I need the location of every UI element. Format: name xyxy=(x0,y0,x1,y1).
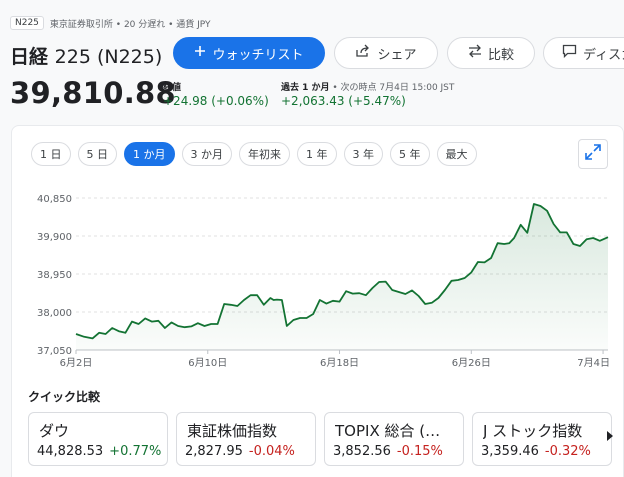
period-label: 過去 1 か月 • 次の時点 7月4日 15:00 JST xyxy=(281,83,455,93)
compare-value-row: 3,359.46 -0.32% xyxy=(481,444,591,459)
expand-icon xyxy=(584,143,602,165)
range-tab[interactable]: 3 年 xyxy=(343,142,383,166)
compare-name: ダウ xyxy=(39,422,70,440)
range-tab[interactable]: 最大 xyxy=(436,142,477,166)
y-tick-label: 37,050 xyxy=(37,346,72,357)
chevron-right-icon xyxy=(606,430,614,444)
compare-change: -0.32% xyxy=(544,444,591,459)
compare-name: TOPIX 総合 (… xyxy=(335,422,441,440)
share-label: シェア xyxy=(377,47,417,63)
close-label: 終値 xyxy=(163,83,182,93)
compare-value: 2,827.95 xyxy=(185,444,243,459)
compare-name: 東証株価指数 xyxy=(187,422,278,440)
compare-value: 3,852.56 xyxy=(333,444,391,459)
price-line xyxy=(75,203,609,340)
compare-value: 44,828.53 xyxy=(37,444,104,459)
compare-button[interactable]: 比較 xyxy=(447,37,535,69)
compare-change: +0.77% xyxy=(109,444,162,459)
comment-icon xyxy=(562,44,577,62)
range-tab[interactable]: 5 日 xyxy=(77,142,117,166)
plus-icon xyxy=(194,45,206,61)
page-title: 日経 225 (N225) xyxy=(10,42,162,69)
close-change: +24.98 (+0.06%) xyxy=(163,94,269,108)
next-button[interactable] xyxy=(603,430,617,444)
watchlist-label: ウォッチリスト xyxy=(212,47,304,63)
y-tick-label: 39,900 xyxy=(37,232,72,243)
compare-value-row: 2,827.95 -0.04% xyxy=(185,444,295,459)
discuss-label: ディスカ xyxy=(583,47,624,63)
x-tick-label: 7月4日 xyxy=(577,357,610,369)
quick-compare-card[interactable]: ダウ 44,828.53 +0.77% xyxy=(28,412,168,466)
compare-value: 3,359.46 xyxy=(481,444,539,459)
expand-button[interactable] xyxy=(578,139,608,169)
range-tab[interactable]: 1 日 xyxy=(31,142,71,166)
x-tick-label: 6月2日 xyxy=(60,357,93,369)
range-tab[interactable]: 1 か月 xyxy=(124,142,175,166)
current-price: 39,810.88 xyxy=(10,76,176,110)
index-code: 225 (N225) xyxy=(54,46,163,68)
watchlist-button[interactable]: ウォッチリスト xyxy=(173,37,325,69)
y-tick-label: 40,850 xyxy=(37,194,72,205)
quick-compare-card[interactable]: 東証株価指数 2,827.95 -0.04% xyxy=(176,412,316,466)
ticker-badge: N225 xyxy=(10,16,44,30)
discuss-button[interactable]: ディスカ xyxy=(543,37,624,69)
swap-icon xyxy=(468,44,482,62)
y-tick-label: 38,000 xyxy=(37,308,72,319)
index-name: 日経 xyxy=(10,46,49,68)
price-area xyxy=(76,204,608,350)
range-tab[interactable]: 1 年 xyxy=(297,142,337,166)
y-tick-label: 38,950 xyxy=(37,270,72,281)
share-icon xyxy=(355,44,371,62)
compare-change: -0.04% xyxy=(248,444,295,459)
x-tick-label: 6月18日 xyxy=(320,357,359,369)
quick-compare-title: クイック比較 xyxy=(28,390,101,404)
share-button[interactable]: シェア xyxy=(334,37,438,69)
compare-label: 比較 xyxy=(487,47,514,63)
compare-change: -0.15% xyxy=(396,444,443,459)
range-tab[interactable]: 年初来 xyxy=(239,142,290,166)
x-tick-label: 6月26日 xyxy=(452,357,491,369)
quick-compare-card[interactable]: TOPIX 総合 (… 3,852.56 -0.15% xyxy=(324,412,464,466)
quick-compare-card[interactable]: J ストック指数 3,359.46 -0.32% xyxy=(472,412,612,466)
period-change: +2,063.43 (+5.47%) xyxy=(281,94,406,108)
x-tick-label: 6月10日 xyxy=(188,357,227,369)
exchange-info: 東京証券取引所 • 20 分遅れ • 通貨 JPY xyxy=(49,19,211,30)
range-tab[interactable]: 3 か月 xyxy=(181,142,232,166)
range-tab[interactable]: 5 年 xyxy=(390,142,430,166)
compare-name: J ストック指数 xyxy=(483,422,583,440)
header-meta: N225 東京証券取引所 • 20 分遅れ • 通貨 JPY xyxy=(10,16,211,30)
compare-value-row: 3,852.56 -0.15% xyxy=(333,444,443,459)
compare-value-row: 44,828.53 +0.77% xyxy=(37,444,161,459)
